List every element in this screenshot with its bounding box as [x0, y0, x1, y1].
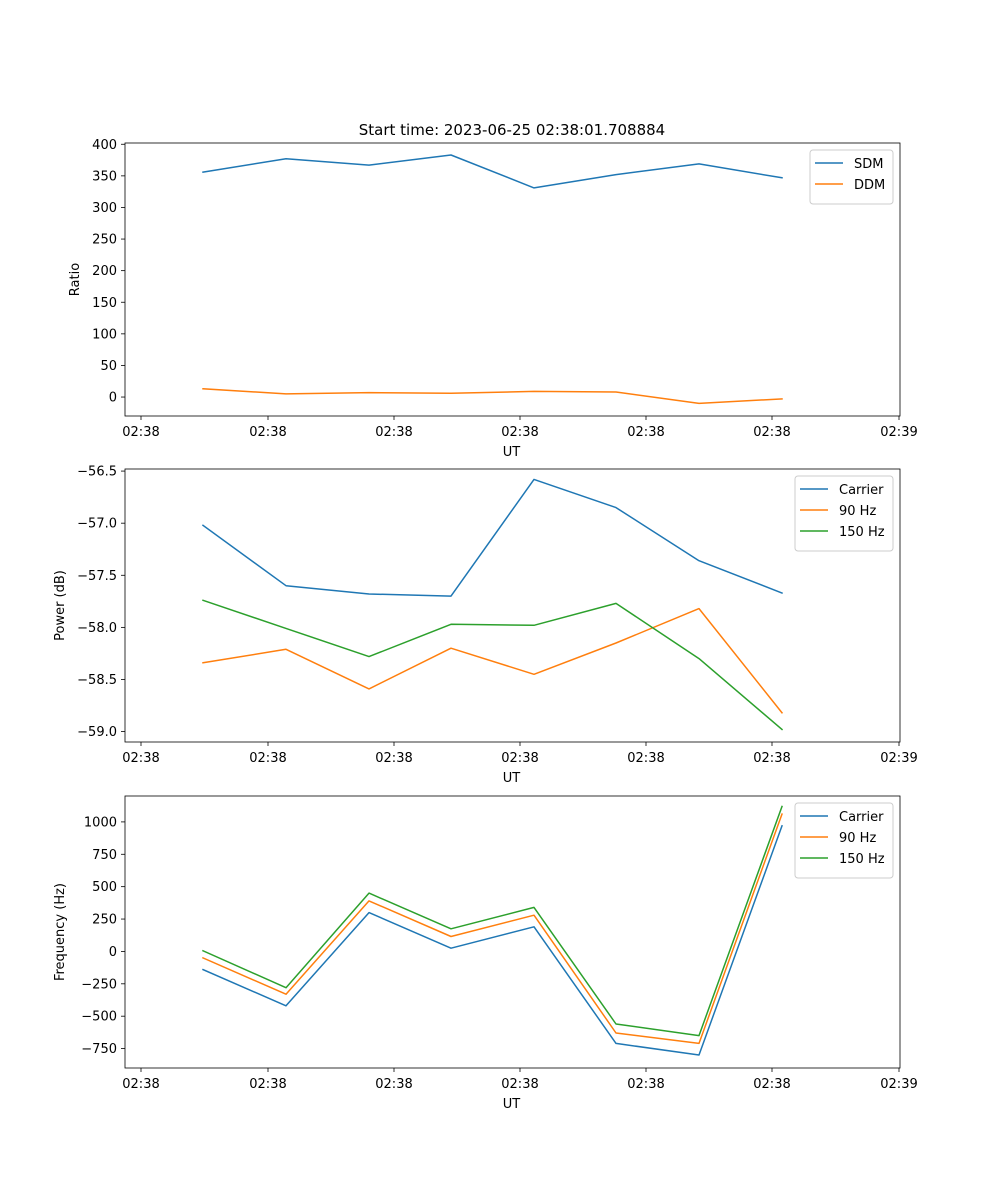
- y-tick-label: −57.5: [77, 569, 117, 584]
- x-tick-label: 02:38: [249, 1077, 286, 1092]
- figure-title: Start time: 2023-06-25 02:38:01.708884: [359, 121, 665, 139]
- y-tick-label: 0: [109, 391, 117, 406]
- x-tick-label: 02:38: [501, 425, 538, 440]
- ratio-chart: 02:38 02:38 02:38 02:38 02:38 02:38 02:39 0 50 10…: [68, 138, 918, 460]
- x-tick-label: 02:38: [122, 751, 159, 766]
- plot-frame: [124, 142, 901, 417]
- legend-box: [794, 802, 894, 879]
- y-axis-label: Power (dB): [53, 570, 68, 641]
- frequency-chart: 02:38 02:38 02:38 02:38 02:38 02:38 02:39 −750 −…: [53, 795, 918, 1112]
- legend-label: 90 Hz: [839, 831, 876, 846]
- legend-label: 90 Hz: [839, 504, 876, 519]
- series-line-150-hz: [202, 805, 783, 1037]
- x-tick-label: 02:38: [501, 1077, 538, 1092]
- x-tick-label: 02:38: [753, 425, 790, 440]
- series-line-90-hz: [202, 813, 783, 1045]
- y-axis-label: Frequency (Hz): [53, 883, 68, 981]
- y-tick-label: −56.5: [77, 465, 117, 480]
- y-tick-label: −58.0: [77, 621, 117, 636]
- y-tick-label: −750: [81, 1042, 117, 1057]
- x-tick-label: 02:39: [880, 751, 917, 766]
- legend-label: 150 Hz: [839, 525, 885, 540]
- legend-label: 150 Hz: [839, 852, 885, 867]
- series-line-carrier: [202, 824, 783, 1056]
- y-tick-label: −250: [81, 977, 117, 992]
- y-tick-label: 300: [92, 201, 117, 216]
- legend-label: Carrier: [839, 483, 884, 498]
- y-tick-label: 1000: [84, 815, 117, 830]
- legend-label: DDM: [854, 178, 885, 193]
- x-tick-label: 02:38: [501, 751, 538, 766]
- plot-frame: [124, 468, 901, 743]
- y-tick-label: 0: [109, 945, 117, 960]
- x-axis-label: UT: [503, 445, 521, 460]
- y-tick-label: 100: [92, 327, 117, 342]
- legend-label: SDM: [854, 157, 883, 172]
- x-tick-label: 02:39: [880, 1077, 917, 1092]
- x-tick-label: 02:38: [375, 751, 412, 766]
- x-tick-label: 02:38: [249, 425, 286, 440]
- series-line-sdm: [202, 154, 783, 189]
- x-tick-label: 02:38: [375, 425, 412, 440]
- x-tick-label: 02:38: [753, 1077, 790, 1092]
- y-tick-label: 250: [92, 913, 117, 928]
- y-tick-label: 400: [92, 138, 117, 153]
- y-tick-label: −59.0: [77, 725, 117, 740]
- legend-label: Carrier: [839, 810, 884, 825]
- x-axis-label: UT: [503, 1097, 521, 1112]
- y-tick-label: 250: [92, 233, 117, 248]
- power-chart: 02:38 02:38 02:38 02:38 02:38 02:38 02:39 −59.0…: [53, 465, 918, 786]
- x-tick-label: 02:38: [627, 1077, 664, 1092]
- series-line-carrier: [201, 478, 783, 597]
- x-tick-label: 02:38: [375, 1077, 412, 1092]
- series-line-ddm: [202, 388, 783, 405]
- plot-frame: [124, 795, 901, 1069]
- y-tick-label: 150: [92, 296, 117, 311]
- series-line-90-hz: [202, 607, 784, 714]
- x-tick-label: 02:38: [627, 751, 664, 766]
- x-tick-label: 02:38: [249, 751, 286, 766]
- y-tick-label: −58.5: [77, 673, 117, 688]
- x-tick-label: 02:38: [122, 425, 159, 440]
- y-tick-label: 350: [92, 169, 117, 184]
- legend-box: [794, 475, 894, 552]
- x-tick-label: 02:38: [122, 1077, 159, 1092]
- y-axis-label: Ratio: [68, 263, 83, 296]
- y-tick-label: 750: [92, 848, 117, 863]
- series-line-150-hz: [202, 599, 784, 731]
- y-tick-label: 200: [92, 264, 117, 279]
- y-tick-label: −500: [81, 1010, 117, 1025]
- y-tick-label: 500: [92, 880, 117, 895]
- x-axis-label: UT: [503, 771, 521, 786]
- y-tick-label: −57.0: [77, 517, 117, 532]
- y-tick-label: 50: [100, 359, 117, 374]
- x-tick-label: 02:39: [880, 425, 917, 440]
- x-tick-label: 02:38: [627, 425, 664, 440]
- x-tick-label: 02:38: [753, 751, 790, 766]
